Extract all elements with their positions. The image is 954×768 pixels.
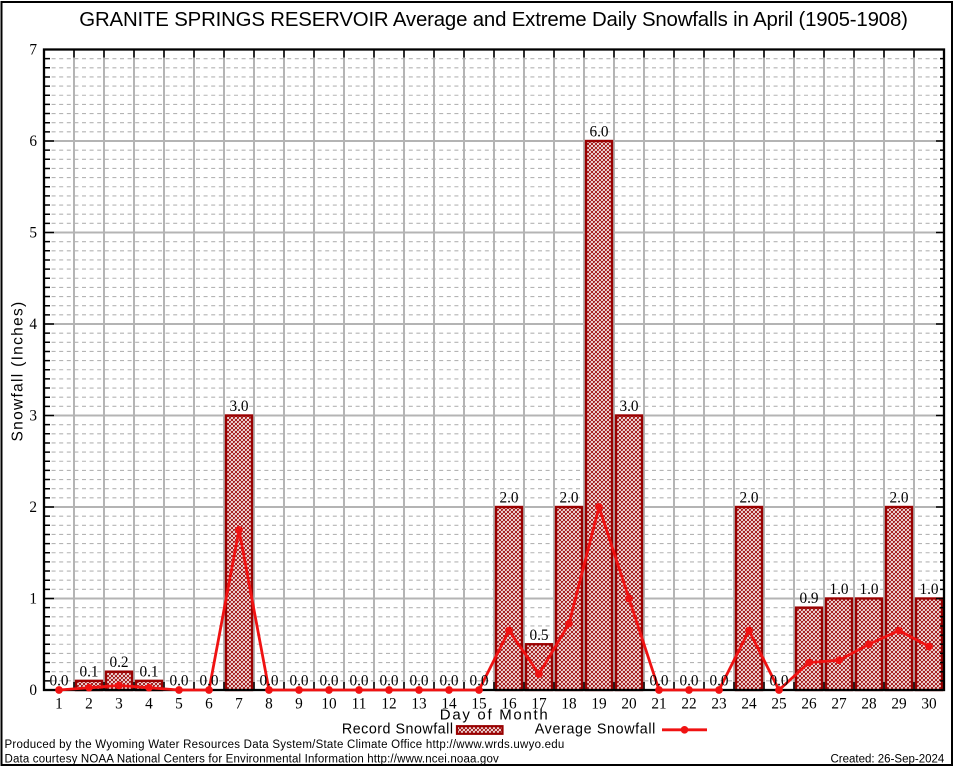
svg-text:11: 11 xyxy=(352,695,367,712)
svg-text:19: 19 xyxy=(591,695,607,712)
svg-text:22: 22 xyxy=(681,695,696,712)
svg-text:0.0: 0.0 xyxy=(469,673,488,690)
svg-text:25: 25 xyxy=(771,695,787,712)
svg-text:29: 29 xyxy=(891,695,907,712)
svg-text:0.0: 0.0 xyxy=(649,673,668,690)
svg-text:2.0: 2.0 xyxy=(499,490,518,507)
svg-text:6: 6 xyxy=(205,695,213,712)
svg-text:Record Snowfall: Record Snowfall xyxy=(342,722,454,738)
svg-text:17: 17 xyxy=(531,695,547,712)
svg-text:28: 28 xyxy=(861,695,877,712)
svg-text:0.0: 0.0 xyxy=(709,673,728,690)
svg-text:Average Snowfall: Average Snowfall xyxy=(535,722,656,738)
svg-text:5: 5 xyxy=(29,225,37,242)
svg-text:7: 7 xyxy=(235,695,243,712)
svg-text:2.0: 2.0 xyxy=(889,490,908,507)
svg-text:4: 4 xyxy=(29,316,37,333)
svg-text:6.0: 6.0 xyxy=(589,124,608,141)
svg-text:1.0: 1.0 xyxy=(919,581,938,598)
svg-text:21: 21 xyxy=(651,695,666,712)
svg-text:12: 12 xyxy=(381,695,396,712)
svg-text:0.5: 0.5 xyxy=(529,627,548,644)
svg-text:2.0: 2.0 xyxy=(559,490,578,507)
svg-text:3: 3 xyxy=(29,408,37,425)
svg-text:23: 23 xyxy=(711,695,727,712)
svg-text:3: 3 xyxy=(115,695,123,712)
svg-text:0.0: 0.0 xyxy=(319,673,338,690)
svg-text:2.0: 2.0 xyxy=(739,490,758,507)
svg-text:13: 13 xyxy=(411,695,427,712)
svg-text:14: 14 xyxy=(441,695,457,712)
svg-text:Snowfall (Inches): Snowfall (Inches) xyxy=(10,301,27,442)
svg-text:7: 7 xyxy=(29,42,37,59)
svg-text:0.0: 0.0 xyxy=(289,673,308,690)
svg-text:0: 0 xyxy=(29,682,37,699)
svg-text:24: 24 xyxy=(741,695,757,712)
svg-text:Day of Month: Day of Month xyxy=(440,707,550,724)
svg-text:15: 15 xyxy=(471,695,487,712)
svg-text:0.9: 0.9 xyxy=(799,590,818,607)
svg-text:0.1: 0.1 xyxy=(79,663,98,680)
svg-text:0.0: 0.0 xyxy=(409,673,428,690)
svg-text:1.0: 1.0 xyxy=(859,581,878,598)
svg-text:6: 6 xyxy=(29,133,37,150)
svg-text:26: 26 xyxy=(801,695,817,712)
svg-text:Created: 26-Sep-2024: Created: 26-Sep-2024 xyxy=(830,753,944,765)
svg-text:GRANITE SPRINGS RESERVOIR Aver: GRANITE SPRINGS RESERVOIR Average and Ex… xyxy=(79,9,907,31)
svg-text:0.0: 0.0 xyxy=(169,673,188,690)
svg-text:0.0: 0.0 xyxy=(349,673,368,690)
svg-text:10: 10 xyxy=(321,695,337,712)
svg-text:0.0: 0.0 xyxy=(49,673,68,690)
svg-text:3.0: 3.0 xyxy=(229,398,248,415)
svg-text:2: 2 xyxy=(85,695,93,712)
svg-text:9: 9 xyxy=(295,695,303,712)
svg-text:1.0: 1.0 xyxy=(829,581,848,598)
svg-text:30: 30 xyxy=(921,695,937,712)
svg-text:5: 5 xyxy=(175,695,183,712)
svg-text:Data courtesy NOAA National Ce: Data courtesy NOAA National Centers for … xyxy=(5,753,500,765)
svg-text:0.0: 0.0 xyxy=(259,673,278,690)
svg-text:1: 1 xyxy=(29,591,37,608)
svg-text:1: 1 xyxy=(55,695,63,712)
svg-text:0.0: 0.0 xyxy=(679,673,698,690)
svg-text:27: 27 xyxy=(831,695,847,712)
svg-text:0.0: 0.0 xyxy=(439,673,458,690)
svg-text:20: 20 xyxy=(621,695,637,712)
svg-text:16: 16 xyxy=(501,695,517,712)
svg-text:Produced by the Wyoming Water: Produced by the Wyoming Water Resources … xyxy=(5,739,565,751)
svg-text:0.0: 0.0 xyxy=(769,673,788,690)
svg-text:3.0: 3.0 xyxy=(619,398,638,415)
svg-text:4: 4 xyxy=(145,695,153,712)
svg-text:8: 8 xyxy=(265,695,273,712)
svg-text:0.1: 0.1 xyxy=(139,663,158,680)
svg-text:0.2: 0.2 xyxy=(109,654,128,671)
svg-text:2: 2 xyxy=(29,499,37,516)
svg-text:0.0: 0.0 xyxy=(379,673,398,690)
svg-text:0.0: 0.0 xyxy=(199,673,218,690)
svg-text:18: 18 xyxy=(561,695,577,712)
